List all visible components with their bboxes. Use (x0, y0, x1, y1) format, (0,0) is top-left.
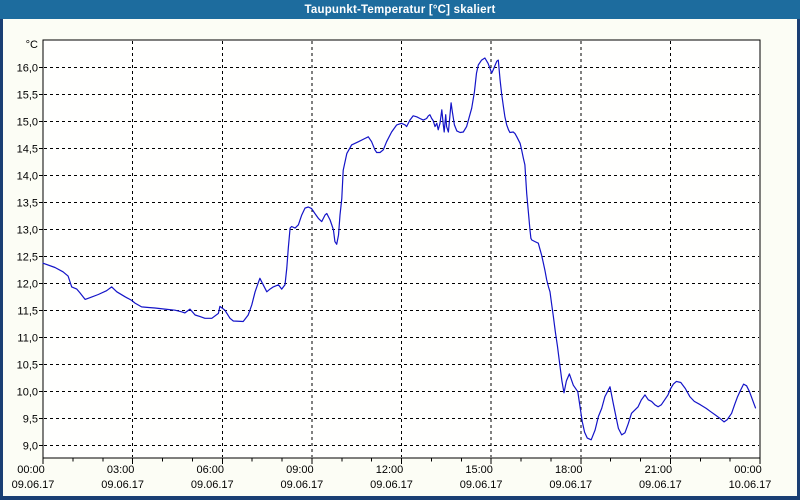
x-tick-time-label: 03:00 (107, 464, 135, 476)
y-tick-label: 10,5 (17, 360, 38, 372)
y-tick-label: 12,0 (17, 279, 38, 291)
y-tick-label: 9,0 (23, 441, 38, 453)
x-tick-date-label: 09.06.17 (549, 479, 592, 491)
x-tick-date-label: 09.06.17 (101, 479, 144, 491)
y-tick-label: 14,5 (17, 144, 38, 156)
y-tick-label: 16,0 (17, 63, 38, 75)
x-tick-date-label: 10.06.17 (729, 479, 772, 491)
y-tick-label: 11,5 (17, 306, 38, 318)
x-tick-date-label: 09.06.17 (12, 479, 55, 491)
x-tick-date-label: 09.06.17 (280, 479, 323, 491)
y-tick-label: 11,0 (17, 333, 38, 345)
x-tick-time-label: 06:00 (196, 464, 224, 476)
x-tick-date-label: 09.06.17 (370, 479, 413, 491)
y-tick-label: 13,0 (17, 225, 38, 237)
y-tick-label: 14,0 (17, 171, 38, 183)
x-tick-date-label: 09.06.17 (191, 479, 234, 491)
y-tick-label: 12,5 (17, 252, 38, 264)
y-tick-label: 13,5 (17, 198, 38, 210)
x-tick-time-label: 00:00 (734, 464, 762, 476)
x-tick-time-label: 00:00 (17, 464, 45, 476)
x-tick-date-label: 09.06.17 (460, 479, 503, 491)
x-tick-time-label: 12:00 (376, 464, 404, 476)
y-tick-label: 15,5 (17, 90, 38, 102)
chart-title: Taupunkt-Temperatur [°C] skaliert (304, 4, 496, 16)
y-tick-label: 15,0 (17, 117, 38, 129)
x-tick-time-label: 09:00 (286, 464, 314, 476)
y-axis-unit-label: °C (26, 39, 38, 51)
y-tick-label: 9,5 (23, 414, 38, 426)
x-tick-time-label: 18:00 (555, 464, 583, 476)
x-tick-time-label: 15:00 (465, 464, 493, 476)
x-tick-date-label: 09.06.17 (639, 479, 682, 491)
y-tick-label: 10,0 (17, 387, 38, 399)
x-tick-time-label: 21:00 (645, 464, 673, 476)
data-line (42, 57, 757, 441)
chart-titlebar: Taupunkt-Temperatur [°C] skaliert (0, 0, 800, 19)
